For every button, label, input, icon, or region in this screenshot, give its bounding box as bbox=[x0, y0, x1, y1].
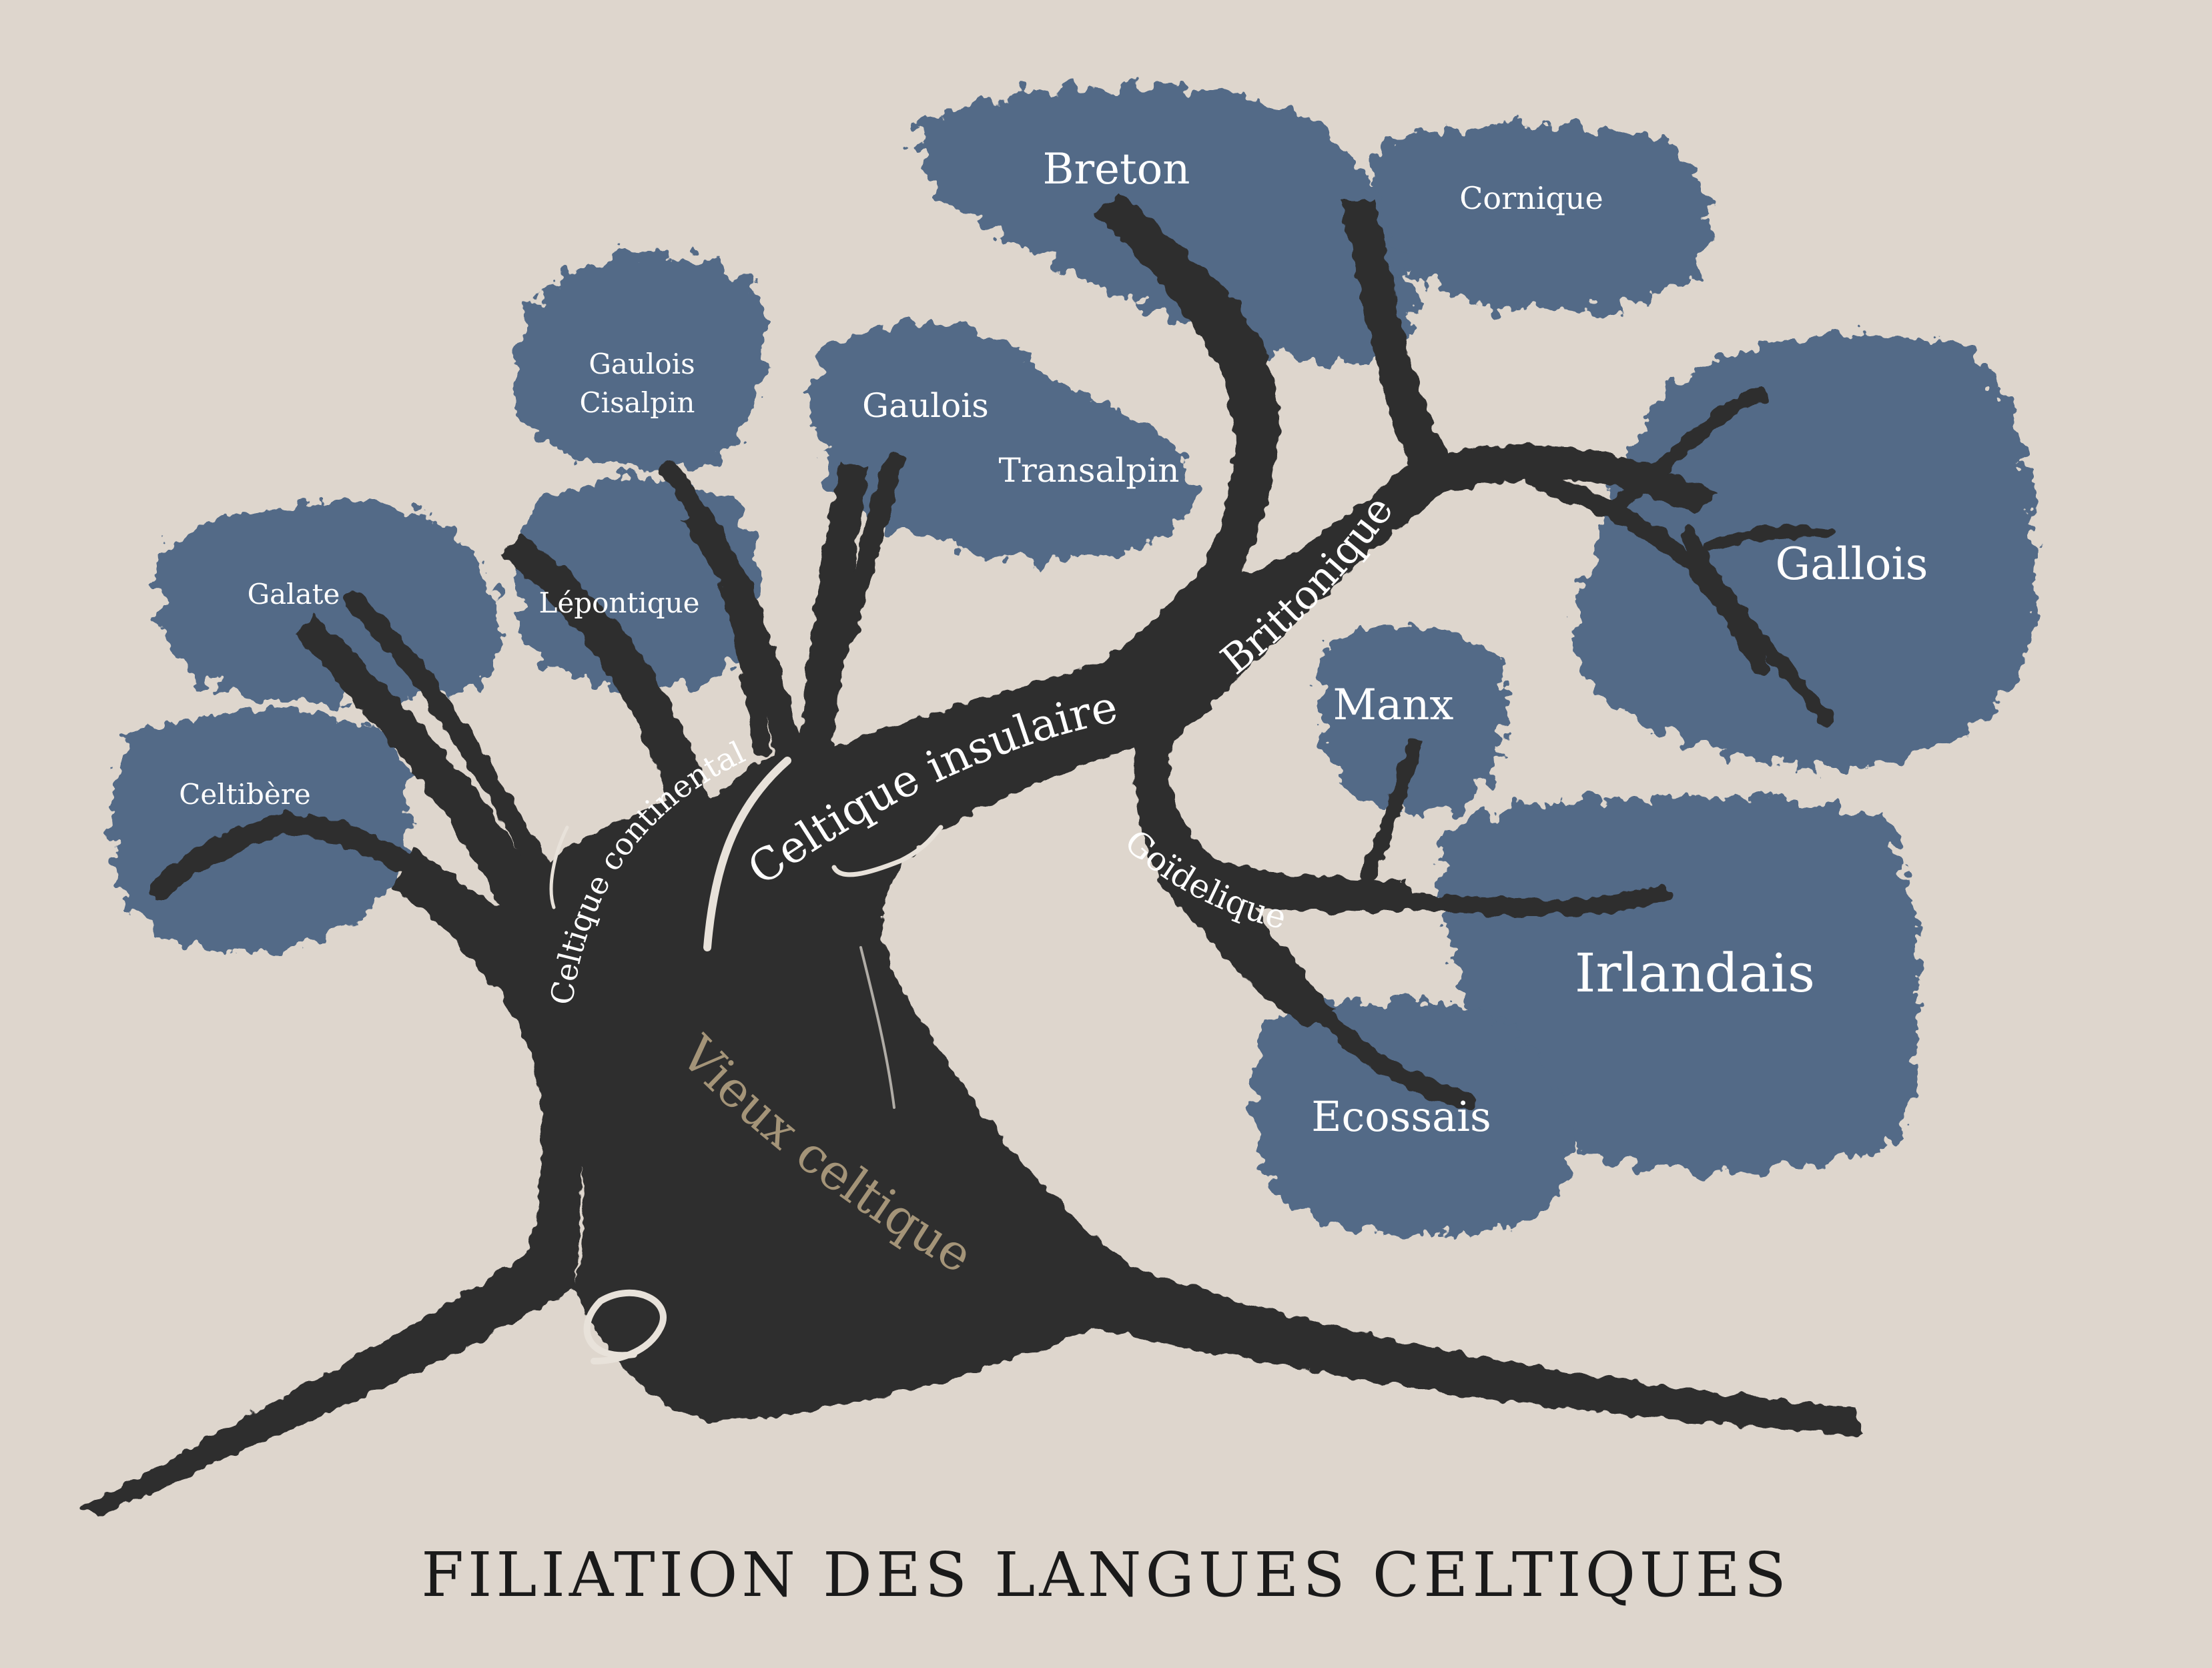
page-title: FILIATION DES LANGUES CELTIQUES bbox=[421, 1539, 1790, 1611]
label-galate: Galate bbox=[248, 578, 340, 610]
branch-cisalpin bbox=[658, 458, 770, 757]
bark-highlight-1 bbox=[703, 757, 791, 951]
label-breton: Breton bbox=[1043, 145, 1190, 194]
branch-gallois-1 bbox=[1525, 471, 1771, 677]
label-gaulois-transalpin-line2: Transalpin bbox=[999, 451, 1180, 490]
branch-galate bbox=[344, 590, 557, 891]
foliage-manx bbox=[1318, 624, 1509, 815]
language-labels: Celtibère Galate Gaulois Cisalpin Lépont… bbox=[179, 145, 1928, 1141]
label-gaulois-cisalpin-line1: Gaulois bbox=[589, 348, 695, 380]
label-gallois: Gallois bbox=[1775, 538, 1928, 590]
label-lepontique: Lépontique bbox=[538, 586, 699, 619]
foliage bbox=[111, 87, 2037, 1236]
branch-gallois-3 bbox=[1682, 527, 1835, 727]
trunk bbox=[79, 193, 1862, 1515]
bark-highlights bbox=[549, 757, 944, 1364]
label-gaulois-transalpin-line1: Gaulois bbox=[862, 386, 989, 425]
branch-celtibere bbox=[149, 813, 532, 945]
bark-highlight-4 bbox=[549, 825, 569, 909]
branch-manx bbox=[1360, 739, 1423, 882]
branch-gallois-4 bbox=[1702, 525, 1834, 553]
bark-highlight-2 bbox=[831, 825, 944, 877]
foliage-cornique bbox=[1373, 124, 1710, 312]
branch-gallois-2 bbox=[1607, 386, 1769, 514]
foliage-gaulois-cisalpin bbox=[514, 253, 766, 470]
label-manx: Manx bbox=[1333, 681, 1454, 730]
label-ecossais: Ecossais bbox=[1311, 1092, 1491, 1141]
foliage-gaulois-transalpin bbox=[811, 323, 1194, 562]
label-cornique: Cornique bbox=[1459, 180, 1603, 216]
foliage-irlandais bbox=[1441, 795, 1920, 1172]
label-irlandais: Irlandais bbox=[1575, 942, 1815, 1004]
branch-ecossais bbox=[1272, 945, 1477, 1110]
bark-highlight-5 bbox=[859, 946, 895, 1109]
tree-trunk bbox=[79, 193, 1862, 1515]
bark-highlight-3 bbox=[583, 1289, 667, 1364]
foliage-ecossais bbox=[1252, 999, 1571, 1236]
foliage-breton bbox=[917, 87, 1415, 364]
label-celtibere: Celtibère bbox=[179, 778, 310, 811]
branch-irlandais bbox=[1393, 885, 1670, 916]
label-gaulois-cisalpin-line2: Cisalpin bbox=[580, 386, 695, 419]
foliage-galate bbox=[156, 501, 500, 705]
branch-transalpin bbox=[791, 450, 904, 764]
